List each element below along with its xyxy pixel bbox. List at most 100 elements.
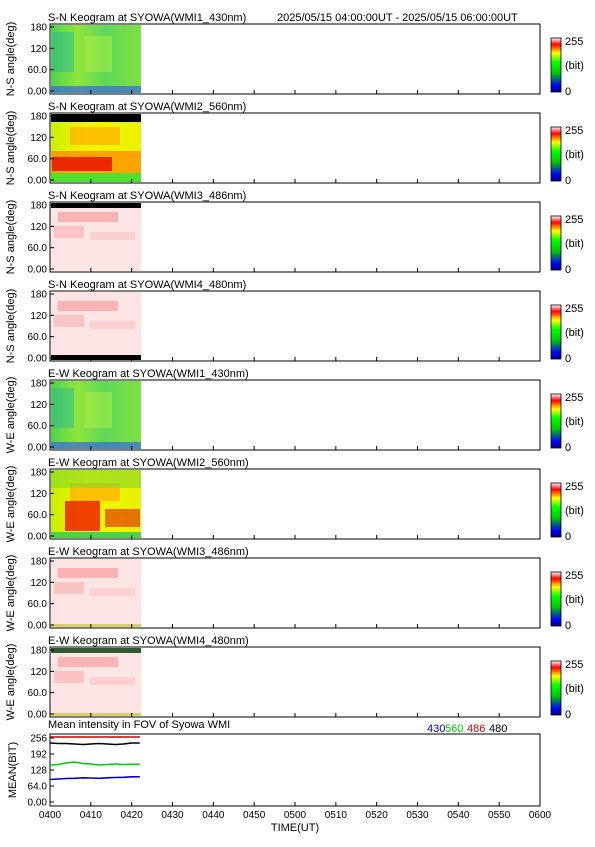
colorbar-min-label: 0: [565, 175, 571, 187]
y-tick-label: 180: [30, 468, 47, 479]
series-line: [49, 742, 140, 746]
colorbar-max-label: 255: [565, 481, 583, 493]
x-axis-label: TIME(UT): [271, 822, 319, 834]
heatmap-patch: [54, 671, 84, 683]
colorbar-min-label: 0: [565, 709, 571, 721]
colorbar-max-label: 255: [565, 659, 583, 671]
y-tick-label: 120: [30, 311, 47, 322]
y-tick-label: 120: [30, 222, 47, 233]
x-tick-label: 0510: [325, 810, 348, 821]
legend-label: 430: [427, 723, 445, 735]
panel-title: E-W Keogram at SYOWA(WMI2_560nm): [48, 457, 249, 469]
y-axis-label: W-E angle(deg): [5, 466, 17, 543]
y-axis-label: MEAN(BIT): [7, 742, 19, 798]
heatmap-patch: [51, 470, 141, 488]
y-tick-label: 60.0: [28, 65, 48, 76]
panel-title: S-N Keogram at SYOWA(WMI4_480nm): [48, 279, 246, 291]
keogram-panel: S-N Keogram at SYOWA(WMI2_560nm)180 120 60…: [5, 101, 584, 187]
x-tick-label: 0600: [529, 810, 552, 821]
colorbar: [550, 660, 562, 716]
heatmap-patch: [52, 388, 74, 428]
y-tick-label: 180: [30, 646, 47, 657]
line-plot-frame: [49, 733, 541, 807]
y-tick-label: 120: [30, 667, 47, 678]
y-tick-label: 120: [30, 489, 47, 500]
heatmap-patch: [58, 301, 118, 311]
x-tick-label: 0520: [366, 810, 389, 821]
panel-title: S-N Keogram at SYOWA(WMI1_430nm): [48, 12, 246, 24]
colorbar-max-label: 255: [565, 125, 583, 137]
colorbar-min-label: 0: [565, 531, 571, 543]
series-line: [49, 775, 140, 781]
colorbar-max-label: 255: [565, 303, 583, 315]
colorbar-unit-label: (bit): [565, 60, 584, 72]
keogram-panel: S-N Keogram at SYOWA(WMI1_430nm) 2025/05/…: [5, 12, 584, 98]
x-tick-label: 0420: [121, 810, 144, 821]
colorbar: [550, 304, 562, 360]
heatmap-patch: [54, 226, 84, 238]
colorbar-min-label: 0: [565, 264, 571, 276]
heatmap-low-band: [51, 624, 141, 627]
keogram-panel: E-W Keogram at SYOWA(WMI4_480nm)180 120 60…: [5, 635, 584, 721]
line-chart-title: Mean intensity in FOV of Syowa WMI: [48, 719, 230, 731]
heatmap-patch: [52, 157, 112, 171]
y-tick-label: 180: [30, 379, 47, 390]
colorbar-max-label: 255: [565, 570, 583, 582]
heatmap-patch: [84, 36, 112, 72]
colorbar-min-label: 0: [565, 620, 571, 632]
heatmap-low-band: [51, 532, 141, 538]
y-axis-label: W-E angle(deg): [5, 555, 17, 632]
y-tick-label: 120: [30, 44, 47, 55]
x-tick-label: 0530: [406, 810, 429, 821]
y-tick-label: 60.0: [28, 510, 48, 521]
y-tick-label: 0.00: [28, 354, 48, 365]
y-axis-label: N-S angle(deg): [5, 111, 17, 186]
heatmap-patch: [54, 315, 84, 327]
colorbar-unit-label: (bit): [565, 505, 584, 517]
colorbar: [550, 571, 562, 627]
colorbar: [550, 126, 562, 182]
legend-label: 560: [445, 723, 463, 735]
heatmap-low-band: [51, 86, 141, 93]
y-tick-label: 180: [30, 23, 47, 34]
x-tick-label: 0430: [161, 810, 184, 821]
heatmap-mask-band: [51, 203, 141, 208]
y-axis-label: N-S angle(deg): [5, 289, 17, 364]
y-tick-label: 0.00: [28, 621, 48, 632]
colorbar: [550, 393, 562, 449]
y-tick-label: 60.0: [28, 154, 48, 165]
y-tick-label: 180: [30, 201, 47, 212]
heatmap-patch: [105, 509, 140, 527]
heatmap-patch: [58, 657, 118, 667]
y-tick-label: 180: [30, 557, 47, 568]
panel-title: S-N Keogram at SYOWA(WMI3_486nm): [48, 190, 246, 202]
colorbar-min-label: 0: [565, 86, 571, 98]
heatmap-low-band: [51, 173, 141, 182]
heatmap-patch: [90, 321, 135, 329]
heatmap-patch: [52, 32, 74, 72]
heatmap-patch: [58, 568, 118, 578]
colorbar-unit-label: (bit): [565, 327, 584, 339]
heatmap-mask-band: [51, 114, 141, 122]
heatmap-patch: [90, 677, 135, 685]
series-line: [49, 761, 140, 766]
x-tick-label: 0400: [39, 810, 62, 821]
x-tick-label: 0440: [202, 810, 225, 821]
colorbar-max-label: 255: [565, 214, 583, 226]
colorbar-max-label: 255: [565, 36, 583, 48]
y-tick-label: 0.00: [28, 532, 48, 543]
legend-label: 480: [489, 723, 507, 735]
heatmap-low-band: [51, 713, 141, 716]
keogram-panel: S-N Keogram at SYOWA(WMI4_480nm)180 120 60…: [5, 279, 584, 365]
heatmap-mask-band: [51, 648, 141, 653]
colorbar: [550, 215, 562, 271]
y-tick-label: 0.00: [28, 265, 48, 276]
y-axis-label: N-S angle(deg): [5, 200, 17, 275]
colorbar-unit-label: (bit): [565, 683, 584, 695]
heatmap-low-band: [51, 442, 141, 449]
y-tick-label: 256: [30, 734, 47, 745]
colorbar-unit-label: (bit): [565, 416, 584, 428]
y-axis-label: W-E angle(deg): [5, 644, 17, 721]
x-tick-label: 0450: [243, 810, 266, 821]
